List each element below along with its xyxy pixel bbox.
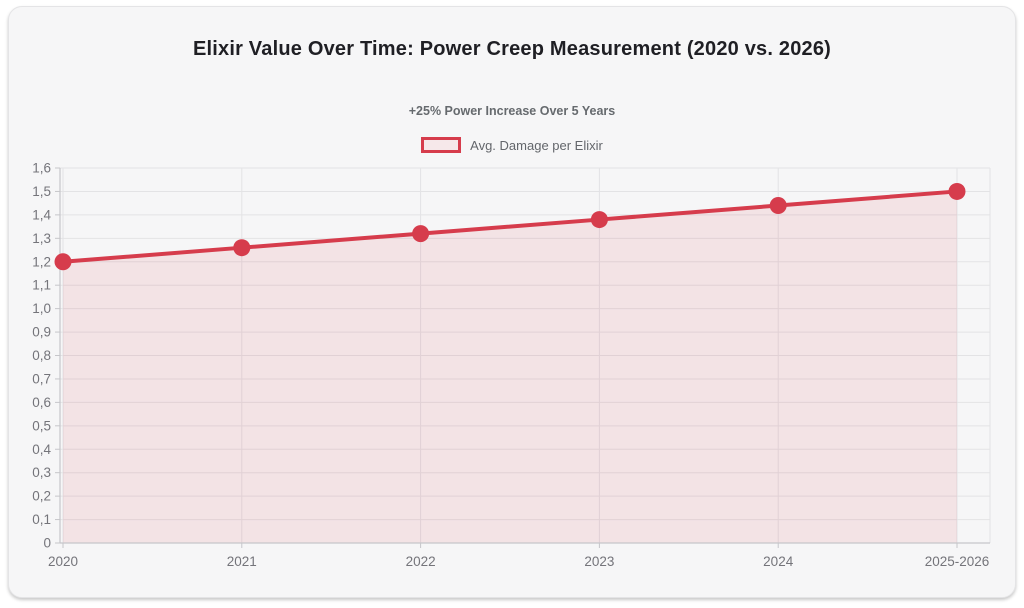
y-tick-label: 1,5 [32,184,51,199]
chart-subtitle: +25% Power Increase Over 5 Years [408,104,616,118]
series-area [63,191,957,543]
y-tick-label: 1,1 [32,278,51,293]
data-point[interactable] [590,211,608,229]
x-tick-label: 2022 [406,554,436,569]
y-tick-label: 1,0 [32,301,51,316]
y-tick-label: 1,3 [32,231,51,246]
x-tick-label: 2020 [48,554,78,569]
y-tick-label: 0,5 [32,418,51,433]
x-tick-label: 2025-2026 [925,554,990,569]
y-tick-label: 0 [43,536,51,551]
x-tick-label: 2024 [763,554,794,569]
y-tick-label: 0,6 [32,395,51,410]
y-tick-label: 0,9 [32,325,51,340]
y-tick-label: 0,4 [32,442,51,457]
data-point[interactable] [412,225,430,243]
y-tick-label: 1,4 [32,207,51,222]
data-point[interactable] [769,197,787,214]
y-tick-label: 0,1 [32,512,51,527]
chart-card [8,6,1016,598]
y-tick-label: 1,6 [32,161,51,176]
y-tick-label: 0,2 [32,489,51,504]
y-tick-label: 0,7 [32,371,51,386]
legend-swatch-icon [421,137,462,153]
legend-label: Avg. Damage per Elixir [470,137,603,153]
series-line [61,189,959,264]
data-point[interactable] [948,182,966,200]
legend-item[interactable]: Avg. Damage per Elixir [0,137,1024,153]
y-tick-label: 0,3 [32,465,51,480]
data-point[interactable] [54,253,72,271]
data-point[interactable] [233,239,251,257]
x-tick-label: 2021 [227,554,257,569]
x-tick-label: 2023 [584,554,614,569]
y-tick-label: 1,2 [32,254,51,269]
chart-title: Elixir Value Over Time: Power Creep Meas… [192,38,832,60]
y-tick-label: 0,8 [32,348,51,363]
